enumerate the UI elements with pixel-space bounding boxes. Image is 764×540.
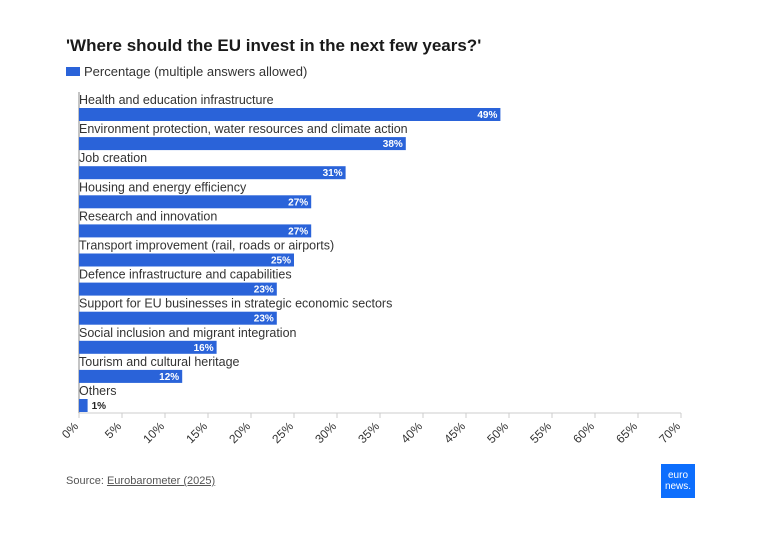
tick-label: 35% (355, 419, 382, 446)
category-label: Research and innovation (79, 209, 217, 223)
bar-value-label: 25% (271, 256, 291, 267)
euronews-logo: euro news. (661, 464, 695, 498)
category-label: Defence infrastructure and capabilities (79, 268, 292, 282)
tick-label: 65% (613, 419, 640, 446)
category-label: Transport improvement (rail, roads or ai… (79, 239, 334, 253)
bar (79, 108, 501, 121)
tick-label: 15% (183, 419, 210, 446)
legend-label: Percentage (multiple answers allowed) (84, 64, 308, 79)
bar-value-label: 49% (477, 110, 497, 121)
bar-value-label: 1% (92, 401, 107, 412)
tick-label: 5% (102, 419, 124, 441)
tick-label: 25% (269, 419, 296, 446)
bar-value-label: 27% (288, 197, 308, 208)
bar-chart: Health and education infrastructure 49% En… (59, 92, 683, 446)
tick-label: 60% (570, 419, 597, 446)
category-label: Others (79, 384, 117, 398)
tick-label: 30% (312, 419, 339, 446)
category-label: Health and education infrastructure (79, 93, 274, 107)
category-label: Job creation (79, 151, 147, 165)
legend-swatch (66, 67, 80, 76)
tick-label: 70% (656, 419, 683, 446)
tick-label: 0% (59, 419, 81, 441)
logo-line2: news. (664, 481, 692, 492)
bar-value-label: 23% (254, 314, 274, 325)
bar (79, 253, 294, 267)
bar-value-label: 16% (194, 343, 214, 354)
tick-label: 10% (140, 419, 167, 446)
tick-label: 50% (484, 419, 511, 446)
source-link[interactable]: Eurobarometer (2025) (106, 475, 216, 487)
tick-label: 20% (226, 419, 253, 446)
tick-label: 40% (398, 419, 425, 446)
bar (79, 369, 183, 383)
bar (79, 137, 406, 151)
category-label: Social inclusion and migrant integration (79, 326, 297, 340)
legend: Percentage (multiple answers allowed) (66, 64, 307, 79)
chart-title: 'Where should the EU invest in the next … (66, 36, 482, 55)
category-label: Support for EU businesses in strategic e… (79, 297, 392, 311)
category-label: Tourism and cultural heritage (79, 355, 240, 369)
source-note: Source: Eurobarometer (2025) (66, 475, 215, 487)
bar (79, 282, 277, 296)
bar-value-label: 31% (323, 168, 343, 179)
tick-label: 45% (441, 419, 468, 446)
category-label: Environment protection, water resources … (79, 122, 408, 136)
bar-value-label: 23% (254, 285, 274, 296)
bar (79, 166, 346, 180)
tick-label: 55% (527, 419, 554, 446)
bar-value-label: 27% (288, 226, 308, 237)
source-prefix: Source: (66, 475, 107, 487)
bar-value-label: 38% (383, 139, 403, 150)
bar-value-label: 12% (159, 372, 179, 383)
bar (79, 340, 217, 354)
bar (79, 399, 88, 412)
category-label: Housing and energy efficiency (79, 180, 247, 194)
logo-line1: euro (667, 470, 688, 481)
bar (79, 224, 312, 238)
bar (79, 195, 312, 209)
bar (79, 311, 277, 325)
